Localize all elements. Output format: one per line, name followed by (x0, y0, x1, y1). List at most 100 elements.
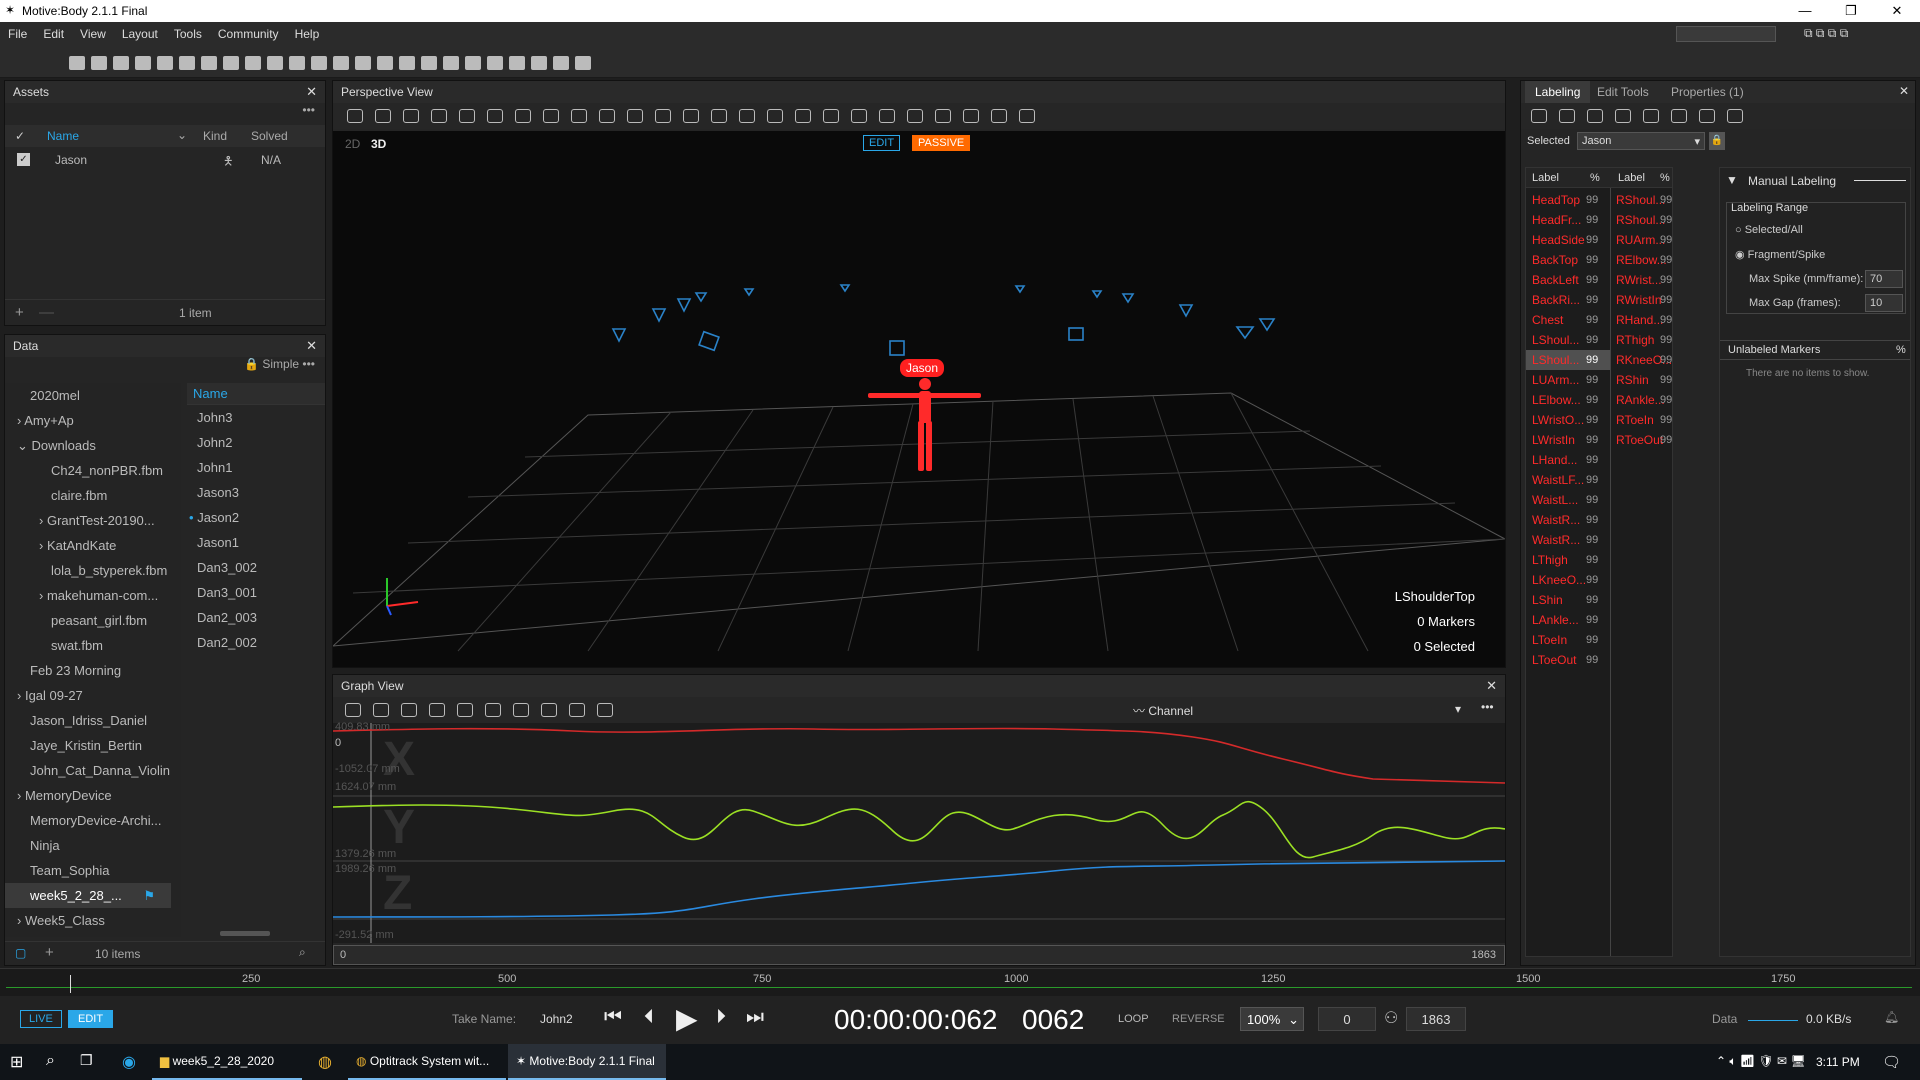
take-item[interactable]: John3 (197, 410, 233, 425)
actor-label[interactable]: Jason (900, 359, 945, 377)
record-icon[interactable] (377, 55, 393, 70)
max-gap-input[interactable]: 10 (1865, 294, 1903, 312)
prev-frame-icon[interactable]: ⏴ (644, 1006, 654, 1028)
close-icon[interactable]: ✕ (306, 338, 317, 353)
tree-item[interactable]: claire.fbm (51, 488, 108, 503)
visibility-icon[interactable] (879, 108, 895, 123)
take-item[interactable]: Dan2_002 (197, 635, 257, 650)
marker-label[interactable]: RShin 99 (1616, 370, 1674, 390)
box-select3-icon[interactable] (767, 108, 783, 123)
marker-label[interactable]: LShin 99 (1526, 590, 1610, 610)
box-select4-icon[interactable] (795, 108, 811, 123)
marker-label[interactable]: HeadFr... 99 (1526, 210, 1610, 230)
pointer-icon[interactable] (1559, 108, 1575, 123)
link-icon[interactable] (1671, 108, 1687, 123)
rotate-icon[interactable] (599, 108, 615, 123)
menu-layout[interactable]: Layout (121, 27, 158, 41)
menu-edit[interactable]: Edit (43, 27, 65, 41)
layout-3-icon[interactable] (531, 55, 547, 70)
check-icon[interactable]: ✓ (15, 129, 26, 143)
layout-2-icon[interactable] (509, 55, 525, 70)
max-spike-input[interactable]: 70 (1865, 270, 1903, 288)
taskbar-item-explorer[interactable]: ▆ week5_2_28_2020 (152, 1044, 302, 1080)
clock[interactable]: 3:11 PM (1816, 1055, 1860, 1069)
marker-label[interactable]: LWristO... 99 (1526, 410, 1610, 430)
skeleton-icon[interactable] (311, 55, 327, 70)
channel-dropdown[interactable]: 〰 Channel (1133, 704, 1194, 718)
marker-label[interactable]: HeadSide 99 (1526, 230, 1610, 250)
marker-label[interactable]: WaistR... 99 (1526, 530, 1610, 550)
layout-dropdown[interactable] (1676, 26, 1776, 42)
sort-icon[interactable]: ⌄ (177, 128, 188, 142)
binoculars-icon[interactable]: ⚇ (1384, 1010, 1399, 1027)
timeline[interactable]: 250 500 750 1000 1250 1500 1750 (0, 968, 1920, 996)
playhead[interactable] (70, 975, 71, 993)
scale-icon[interactable] (627, 108, 643, 123)
unlink-icon[interactable] (1699, 108, 1715, 123)
edit-mode-button[interactable]: EDIT (68, 1010, 114, 1028)
save-icon[interactable] (91, 55, 107, 70)
fit-icon[interactable] (373, 702, 389, 717)
close-icon[interactable]: ✕ (306, 84, 317, 99)
tree-item[interactable]: ⌄ Downloads (17, 438, 96, 453)
move-icon[interactable] (485, 702, 501, 717)
list-icon[interactable] (267, 55, 283, 70)
network-icon[interactable] (333, 55, 349, 70)
info-icon[interactable] (289, 55, 305, 70)
take-item[interactable]: John2 (197, 435, 233, 450)
tree-item[interactable]: › GrantTest-20190... (39, 513, 155, 528)
radio-fragment-spike[interactable]: ◉ Fragment/Spike (1735, 249, 1826, 261)
close-icon[interactable]: ✕ (1486, 678, 1497, 693)
box-select5-icon[interactable] (823, 108, 839, 123)
marker-label[interactable]: LToeOut 99 (1526, 650, 1610, 670)
merge-icon[interactable] (541, 702, 557, 717)
list-icon[interactable] (1587, 108, 1603, 123)
minimize-button[interactable]: — (1798, 3, 1812, 18)
zoom-fit-icon[interactable] (487, 108, 503, 123)
tab-properties[interactable]: Properties (1) (1671, 85, 1744, 99)
marker-label[interactable]: RToeIn 99 (1616, 410, 1674, 430)
next-gap-icon[interactable] (1643, 108, 1659, 123)
marker-label[interactable]: HeadTop 99 (1526, 190, 1610, 210)
marker-label[interactable]: LWristIn 99 (1526, 430, 1610, 450)
lock-icon[interactable] (429, 702, 445, 717)
manual-labeling-header[interactable]: ▼ Manual Labeling (1720, 168, 1910, 194)
bell-icon[interactable]: 🔔︎ (1884, 1010, 1900, 1024)
col-solved[interactable]: Solved (251, 129, 288, 143)
tree-item[interactable]: Ch24_nonPBR.fbm (51, 463, 164, 478)
tree-item[interactable]: Jason_Idriss_Daniel (30, 713, 148, 728)
cube-icon[interactable] (375, 108, 391, 123)
add-icon[interactable]: + (15, 304, 24, 321)
take-item[interactable]: Dan2_003 (197, 610, 257, 625)
marker-label[interactable]: RThigh 99 (1616, 330, 1674, 350)
play-icon[interactable]: ▶ (676, 1003, 698, 1034)
passive-mode-badge[interactable]: PASSIVE (912, 135, 971, 151)
stream-icon[interactable] (443, 55, 459, 70)
data-icon[interactable] (223, 55, 239, 70)
wand-icon[interactable] (201, 55, 217, 70)
erase-icon[interactable] (1727, 108, 1743, 123)
col-name[interactable]: Name (187, 383, 325, 405)
tree-item[interactable]: › Amy+Ap (17, 413, 74, 428)
marker-label[interactable]: LThigh 99 (1526, 550, 1610, 570)
radio-selected-all[interactable]: ○ Selected/All (1735, 224, 1803, 236)
save-all-icon[interactable] (113, 55, 129, 70)
camera-icon[interactable] (179, 55, 195, 70)
edit-mode-badge[interactable]: EDIT (863, 135, 901, 151)
panel-icon[interactable] (157, 55, 173, 70)
close-icon[interactable]: ✕ (1899, 84, 1910, 98)
menu-community[interactable]: Community (217, 27, 279, 41)
scrollbar[interactable] (220, 931, 270, 936)
take-item[interactable]: • Jason2 (187, 505, 325, 530)
tree-item[interactable]: Team_Sophia (30, 863, 110, 878)
tab-edit-tools[interactable]: Edit Tools (1597, 85, 1649, 99)
camera-icon[interactable] (403, 108, 419, 123)
marker-label-selected[interactable]: LShoul... 99 (1526, 350, 1610, 370)
close-button[interactable]: ✕ (1891, 3, 1903, 18)
frame-icon[interactable] (597, 702, 613, 717)
marker-label[interactable]: LUArm... 99 (1526, 370, 1610, 390)
marker-label[interactable]: RToeOut 99 (1616, 430, 1674, 450)
col-kind[interactable]: Kind (203, 129, 228, 143)
graph-range-bar[interactable]: 0 1863 (333, 945, 1505, 965)
selected-dropdown[interactable]: Jason ▾ (1577, 132, 1705, 150)
